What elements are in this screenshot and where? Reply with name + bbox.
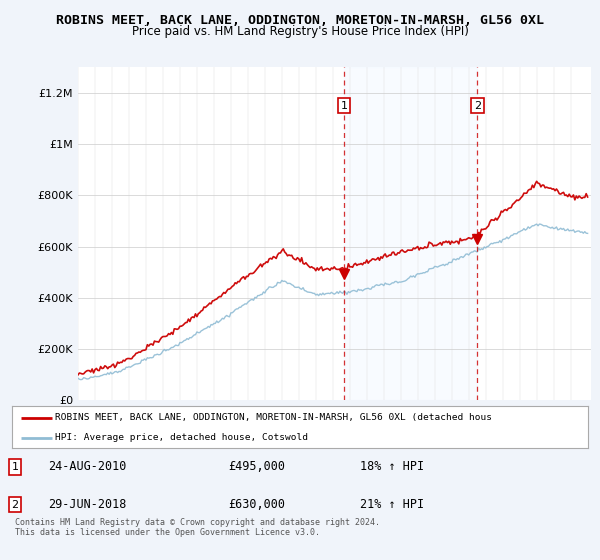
Text: Contains HM Land Registry data © Crown copyright and database right 2024.
This d: Contains HM Land Registry data © Crown c…: [15, 518, 380, 538]
Text: ROBINS MEET, BACK LANE, ODDINGTON, MORETON-IN-MARSH, GL56 0XL (detached hous: ROBINS MEET, BACK LANE, ODDINGTON, MORET…: [55, 413, 492, 422]
Text: £495,000: £495,000: [228, 460, 285, 473]
Text: 2: 2: [473, 100, 481, 110]
Text: ROBINS MEET, BACK LANE, ODDINGTON, MORETON-IN-MARSH, GL56 0XL: ROBINS MEET, BACK LANE, ODDINGTON, MORET…: [56, 14, 544, 27]
Text: Price paid vs. HM Land Registry's House Price Index (HPI): Price paid vs. HM Land Registry's House …: [131, 25, 469, 38]
Text: 1: 1: [340, 100, 347, 110]
Bar: [344, 67, 477, 400]
Text: 2: 2: [11, 500, 19, 510]
Text: 18% ↑ HPI: 18% ↑ HPI: [360, 460, 424, 473]
Text: 29-JUN-2018: 29-JUN-2018: [48, 498, 127, 511]
Text: 24-AUG-2010: 24-AUG-2010: [48, 460, 127, 473]
Text: £630,000: £630,000: [228, 498, 285, 511]
Text: 21% ↑ HPI: 21% ↑ HPI: [360, 498, 424, 511]
Text: 1: 1: [11, 462, 19, 472]
Text: HPI: Average price, detached house, Cotswold: HPI: Average price, detached house, Cots…: [55, 433, 308, 442]
